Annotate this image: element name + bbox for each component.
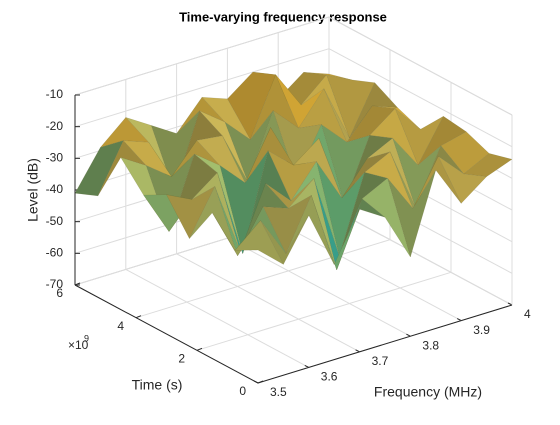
chart-title: Time-varying frequency response [179, 9, 387, 24]
surface-patch [250, 74, 300, 140]
surface-patch [265, 178, 315, 209]
z-tick-label: -20 [46, 119, 64, 133]
x-tick-label: 3.9 [473, 323, 490, 337]
z-tick-label: -10 [46, 87, 64, 101]
surface-patch [234, 220, 285, 266]
x-grid-line [328, 206, 513, 306]
z-axis-label: Level (dB) [25, 158, 41, 222]
z-tick-label: -40 [46, 182, 64, 196]
x-tick [355, 349, 360, 353]
surface-patch [166, 185, 216, 240]
x-grid-line [277, 222, 462, 322]
surface-patch [262, 194, 312, 255]
x-axis-label: Frequency (MHz) [374, 384, 482, 400]
x-tick [304, 364, 310, 368]
x-tick-label: 3.6 [321, 370, 338, 384]
z-grid-line [328, 16, 513, 116]
x-grid-line [227, 237, 411, 337]
surface-patch [99, 117, 150, 148]
surface-patch [392, 138, 442, 209]
x-tick [507, 302, 513, 306]
y-tick [196, 347, 203, 351]
surface-patch [74, 140, 124, 197]
x-tick-label: 3.8 [422, 338, 439, 352]
y-tick-label: 4 [117, 319, 124, 333]
z-tick-label: -60 [46, 246, 64, 260]
z-tick-label: -30 [46, 151, 64, 165]
x-axis-line [257, 304, 513, 384]
y-tick [74, 282, 81, 286]
y-multiplier: ×10 [68, 338, 89, 352]
z-grid-line [74, 48, 330, 128]
y-axis-label: Time (s) [132, 377, 183, 393]
z-grid-line [328, 48, 513, 148]
x-tick [406, 333, 411, 337]
y-tick-label: 2 [178, 352, 185, 366]
y-tick-label: 6 [56, 286, 63, 300]
y-tick-label: 0 [239, 384, 246, 398]
y-tick [135, 315, 142, 319]
surface-patch [97, 140, 147, 197]
x-grid-line [125, 268, 310, 368]
surface-patch [412, 155, 462, 209]
z-tick-label: -50 [46, 214, 64, 228]
y-multiplier-exponent: 9 [84, 333, 89, 343]
surface-patch [217, 172, 266, 255]
x-tick [456, 318, 462, 322]
x-tick-label: 4 [524, 307, 531, 321]
x-tick-label: 3.7 [372, 354, 389, 368]
z-tick-label: -70 [46, 277, 64, 291]
y-axis-line [74, 284, 259, 384]
y-grid-line [135, 239, 391, 319]
x-tick-label: 3.5 [270, 385, 287, 399]
x-grid-line [176, 253, 360, 353]
y-grid-line [196, 271, 452, 351]
z-grid-line [74, 16, 330, 96]
